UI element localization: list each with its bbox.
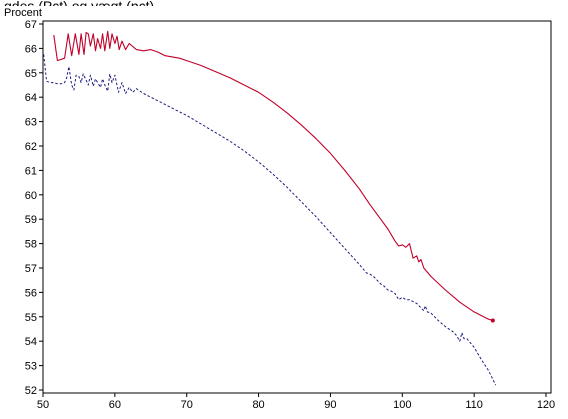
x-tick-label: 110 <box>465 399 483 411</box>
y-tick-label: 67 <box>25 19 37 31</box>
y-tick-label: 61 <box>25 165 37 177</box>
series-line-2 <box>43 54 497 386</box>
y-tick-label: 65 <box>25 68 37 80</box>
y-axis: 52 53 54 55 56 57 58 59 60 61 62 63 64 65 66 67 <box>25 19 43 397</box>
y-tick-label: 55 <box>25 312 37 324</box>
series-end-marker <box>490 318 495 323</box>
x-tick-label: 120 <box>537 399 555 411</box>
x-tick-label: 60 <box>109 399 121 411</box>
x-tick-label: 50 <box>37 399 49 411</box>
y-tick-label: 66 <box>25 43 37 55</box>
y-tick-label: 58 <box>25 239 37 251</box>
x-tick-label: 90 <box>324 399 336 411</box>
y-tick-label: 53 <box>25 361 37 373</box>
x-tick-label: 70 <box>181 399 193 411</box>
y-tick-label: 54 <box>25 336 37 348</box>
y-tick-label: 62 <box>25 141 37 153</box>
y-tick-label: 60 <box>25 190 37 202</box>
y-axis-label: Procent <box>4 7 42 19</box>
y-tick-label: 59 <box>25 214 37 226</box>
series-line-1 <box>53 30 493 322</box>
y-tick-label: 56 <box>25 287 37 299</box>
x-axis: 50 60 70 80 90 100 110 120 <box>37 393 555 411</box>
y-tick-label: 64 <box>25 92 37 104</box>
series-layer <box>43 30 497 386</box>
x-tick-label: 80 <box>252 399 264 411</box>
x-tick-label: 100 <box>393 399 411 411</box>
y-tick-label: 63 <box>25 117 37 129</box>
y-tick-label: 52 <box>25 385 37 397</box>
y-tick-label: 57 <box>25 263 37 275</box>
chart-title: gdes (Pct) og vægt (pct) <box>4 0 154 14</box>
plot-frame <box>42 20 552 394</box>
